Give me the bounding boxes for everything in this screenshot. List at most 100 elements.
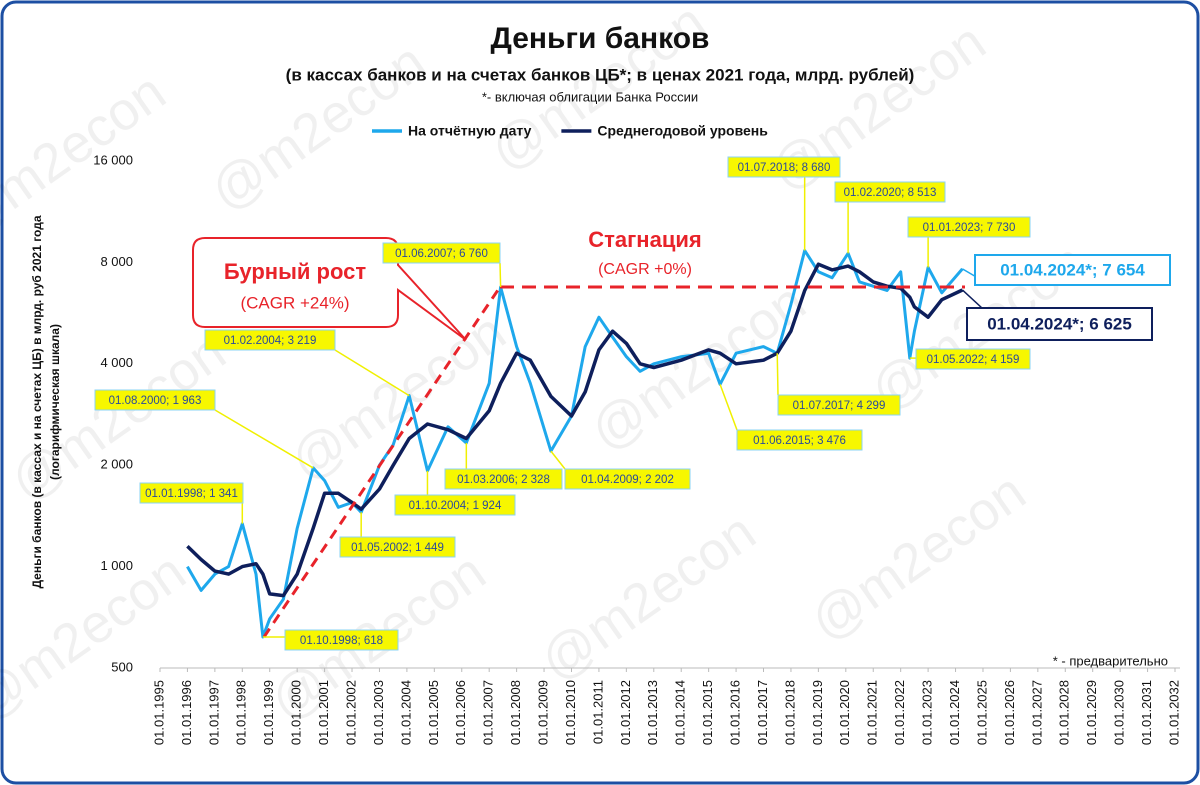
plot: 500 1 000 2 000 4 000 8 000 16 000 01.01.1995 0… [93,152,1181,745]
callout-box [974,254,1171,286]
data-label: 01.10.1998; 618 [300,635,383,647]
label-leader [550,450,566,470]
label-box [339,536,456,558]
data-label: 01.04.2024*; 6 625 [987,314,1132,333]
label-leader [499,262,502,288]
data-label: 01.05.2002; 1 449 [351,542,444,554]
x-tick-label: 01.01.2017 [755,680,770,745]
series-line [186,262,964,598]
data-label: 01.10.2004; 1 924 [409,500,502,512]
y-tick-label: 4 000 [100,355,133,370]
x-tick-label: 01.01.2012 [618,680,633,745]
label-leader [776,353,779,396]
x-tick-label: 01.01.2011 [590,680,605,744]
label-box [834,181,946,203]
x-tick-label: 01.01.2027 [1029,680,1044,745]
data-label: 01.04.2009; 2 202 [581,474,674,486]
y-tick-label: 1 000 [100,558,133,573]
label-box [777,394,901,416]
legend-label: Среднегодовой уровень [597,123,768,139]
x-tick-label: 01.01.2004 [398,680,413,745]
data-label: 01.02.2020; 8 513 [844,187,937,199]
label-box [907,216,1031,238]
label-box [284,629,399,651]
y-tick-label: 2 000 [100,457,133,472]
label-box [564,468,691,490]
label-box [139,482,244,504]
x-tick-label: 01.01.2028 [1057,680,1072,745]
data-label: 01.07.2017; 4 299 [793,400,886,412]
label-leader [334,349,410,397]
x-tick-label: 01.01.1996 [179,680,194,745]
x-tick-label: 01.01.2009 [535,680,550,745]
data-label: 01.06.2007; 6 760 [395,248,488,260]
callout-box [966,307,1153,341]
x-tick-label: 01.01.1998 [234,680,249,745]
y-tick-label: 8 000 [100,254,133,269]
x-tick-label: 01.01.2020 [837,680,852,745]
x-tick-label: 01.01.2019 [810,680,825,745]
data-labels: 01.01.1998; 1 341 01.10.1998; 618 01.08.20… [94,156,1171,651]
x-tick-label: 01.01.1997 [206,680,221,745]
chart-subtitle: (в кассах банков и на счетах банков ЦБ*;… [286,65,915,84]
y-tick-label: 16 000 [93,152,133,167]
label-box [915,348,1031,370]
x-tick-label: 01.01.2006 [453,680,468,745]
data-label: 01.03.2006; 2 328 [457,474,550,486]
x-tick-label: 01.01.2000 [289,680,304,745]
data-label: 01.04.2024*; 7 654 [1000,260,1145,279]
y-axis-label: (логарифмическая шкала) [48,324,62,480]
x-tick-label: 01.01.2018 [782,680,797,745]
stagnation-label: Стагнация [588,227,701,252]
x-tick-label: 01.01.2022 [892,680,907,745]
x-tick-label: 01.01.2008 [508,680,523,745]
stagnation-cagr: (CAGR +0%) [598,261,692,278]
x-tick-label: 01.01.2005 [426,680,441,745]
x-tick-label: 01.01.2021 [865,680,880,745]
x-tick-label: 01.01.2032 [1166,680,1181,745]
footnote: * - предварительно [1053,653,1168,668]
chart-note: *- включая облигации Банка России [482,89,698,104]
x-tick-label: 01.01.2015 [700,680,715,745]
data-label: 01.01.1998; 1 341 [145,488,238,500]
label-box [94,389,216,411]
label-box [204,329,336,351]
x-tick-label: 01.01.2016 [728,680,743,745]
x-tick-label: 01.01.2013 [645,680,660,745]
data-label: 01.07.2018; 8 680 [738,162,831,174]
x-tick-label: 01.01.2023 [920,680,935,745]
x-tick-label: 01.01.2024 [947,680,962,745]
x-tick-label: 01.01.2031 [1139,680,1154,745]
data-label: 01.08.2000; 1 963 [109,395,202,407]
growth-cagr: (CAGR +24%) [240,293,349,312]
legend: На отчётную дату Среднегодовой уровень [372,123,768,139]
label-box [444,468,563,490]
chart-title: Деньги банков [491,22,710,55]
x-tick-label: 01.01.2010 [563,680,578,745]
label-box [394,494,516,516]
x-tick-label: 01.01.2025 [974,680,989,745]
x-tick-label: 01.01.2030 [1112,680,1127,745]
growth-trend [262,286,502,638]
y-tick-label: 500 [111,659,133,674]
x-tick-label: 01.01.2002 [343,680,358,745]
y-axis-label: Деньги банков (в кассах и на счетах ЦБ) … [30,215,44,588]
x-tick-label: 01.01.2014 [673,680,688,745]
x-tick-label: 01.01.2026 [1002,680,1017,745]
data-label: 01.06.2015; 3 476 [753,435,846,447]
x-tick-label: 01.01.2003 [371,680,386,745]
label-leader [719,384,738,431]
label-leader [214,409,314,469]
label-box [736,429,863,451]
legend-label: На отчётную дату [408,123,532,139]
x-tick-label: 01.01.2029 [1084,680,1099,745]
data-label: 01.05.2022; 4 159 [927,354,1020,366]
label-box [382,242,501,264]
x-tick-label: 01.01.2007 [481,680,496,745]
x-tick-label: 01.01.1999 [261,680,276,745]
x-tick-label: 01.01.2001 [316,680,331,745]
x-tick-label: 01.01.1995 [151,680,166,745]
data-label: 01.01.2023; 7 730 [923,222,1016,234]
